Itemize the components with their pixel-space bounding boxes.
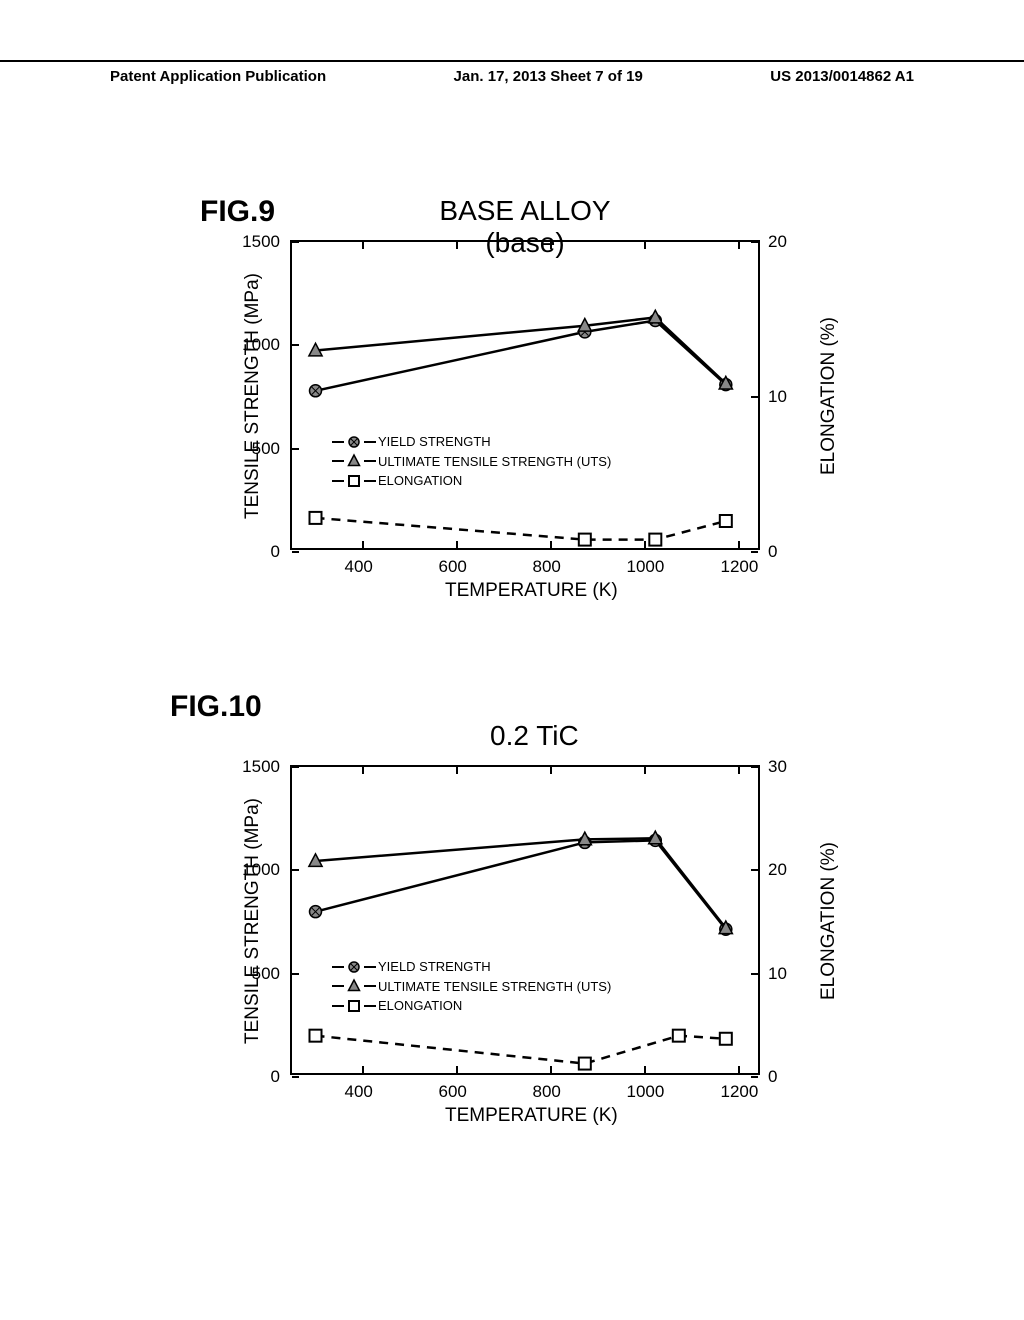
legend-yield-icon [346,434,362,450]
ytick-left-label: 1500 [242,757,280,777]
series-uts-line [316,317,726,383]
series-elong-marker [310,1030,322,1042]
xtick-label: 1200 [721,1082,759,1102]
ytick-right-label: 10 [768,964,787,984]
legend-uts-icon [346,453,362,469]
ytick-left-label: 500 [252,964,280,984]
fig9-xlabel: TEMPERATURE (K) [445,580,618,602]
ytick-right-label: 10 [768,387,787,407]
xtick-label: 400 [345,557,373,577]
ytick-right-label: 30 [768,757,787,777]
ytick-left-label: 500 [252,439,280,459]
legend-elong-label: ELONGATION [378,471,462,491]
series-elong-line [316,1036,726,1064]
xtick-label: 1000 [627,557,665,577]
legend-yield-label: YIELD STRENGTH [378,432,491,452]
ytick-right-label: 0 [768,1067,777,1087]
figure-10: FIG.10 0.2 TiC TENSILE STRENGTH (MPa) YI… [170,690,640,1000]
legend-row-yield: YIELD STRENGTH [332,432,611,452]
fig9-plot: YIELD STRENGTHULTIMATE TENSILE STRENGTH … [290,240,760,550]
ytick-right-label: 20 [768,860,787,880]
fig9-ylabel-right: ELONGATION (%) [818,317,840,475]
fig10-ylabel-right: ELONGATION (%) [818,842,840,1000]
legend-elong-label: ELONGATION [378,996,462,1016]
series-elong-marker [579,1058,591,1070]
series-elong-marker [579,534,591,546]
header-mid: Jan. 17, 2013 Sheet 7 of 19 [454,68,643,85]
ytick-left-label: 1500 [242,232,280,252]
xtick-label: 800 [533,1082,561,1102]
series-elong-line [316,518,726,540]
legend-elong-icon [346,998,362,1014]
legend-yield-label: YIELD STRENGTH [378,957,491,977]
ytick-left-label: 1000 [242,335,280,355]
series-yield-line [316,840,726,929]
legend-yield-icon [346,959,362,975]
series-elong-marker [649,534,661,546]
ytick-left-label: 0 [271,542,280,562]
legend-row-yield: YIELD STRENGTH [332,957,611,977]
fig9-ylabel-left: TENSILE STRENGTH (MPa) [242,273,264,519]
legend-row-elong: ELONGATION [332,996,611,1016]
fig9-label: FIG.9 [200,195,275,229]
fig10-label: FIG.10 [170,690,262,724]
series-elong-marker [310,512,322,524]
legend-uts-label: ULTIMATE TENSILE STRENGTH (UTS) [378,452,611,472]
ytick-right-label: 0 [768,542,777,562]
series-yield-marker [310,385,322,397]
xtick-label: 400 [345,1082,373,1102]
xtick-label: 1000 [627,1082,665,1102]
ytick-left-label: 1000 [242,860,280,880]
legend-elong-icon [346,473,362,489]
legend-row-uts: ULTIMATE TENSILE STRENGTH (UTS) [332,977,611,997]
fig10-plot: YIELD STRENGTHULTIMATE TENSILE STRENGTH … [290,765,760,1075]
series-yield-marker [310,906,322,918]
header-right: US 2013/0014862 A1 [770,68,1024,85]
legend-row-elong: ELONGATION [332,471,611,491]
legend-uts-icon [346,978,362,994]
series-elong-marker [673,1030,685,1042]
xtick-label: 600 [439,557,467,577]
figure-9: FIG.9 BASE ALLOY (base) TENSILE STRENGTH… [170,195,640,505]
header-left: Patent Application Publication [0,68,326,85]
xtick-label: 800 [533,557,561,577]
ytick-left-label: 0 [271,1067,280,1087]
ytick-right-label: 20 [768,232,787,252]
fig9-legend: YIELD STRENGTHULTIMATE TENSILE STRENGTH … [332,432,611,491]
fig10-title: 0.2 TiC [490,720,579,752]
fig10-legend: YIELD STRENGTHULTIMATE TENSILE STRENGTH … [332,957,611,1016]
fig10-svg [292,767,762,1077]
fig10-ylabel-left: TENSILE STRENGTH (MPa) [242,798,264,1044]
series-elong-marker [720,515,732,527]
series-elong-marker [720,1033,732,1045]
xtick-label: 600 [439,1082,467,1102]
fig9-svg [292,242,762,552]
fig10-xlabel: TEMPERATURE (K) [445,1105,618,1127]
legend-row-uts: ULTIMATE TENSILE STRENGTH (UTS) [332,452,611,472]
page-header: Patent Application Publication Jan. 17, … [0,60,1024,85]
legend-uts-label: ULTIMATE TENSILE STRENGTH (UTS) [378,977,611,997]
xtick-label: 1200 [721,557,759,577]
